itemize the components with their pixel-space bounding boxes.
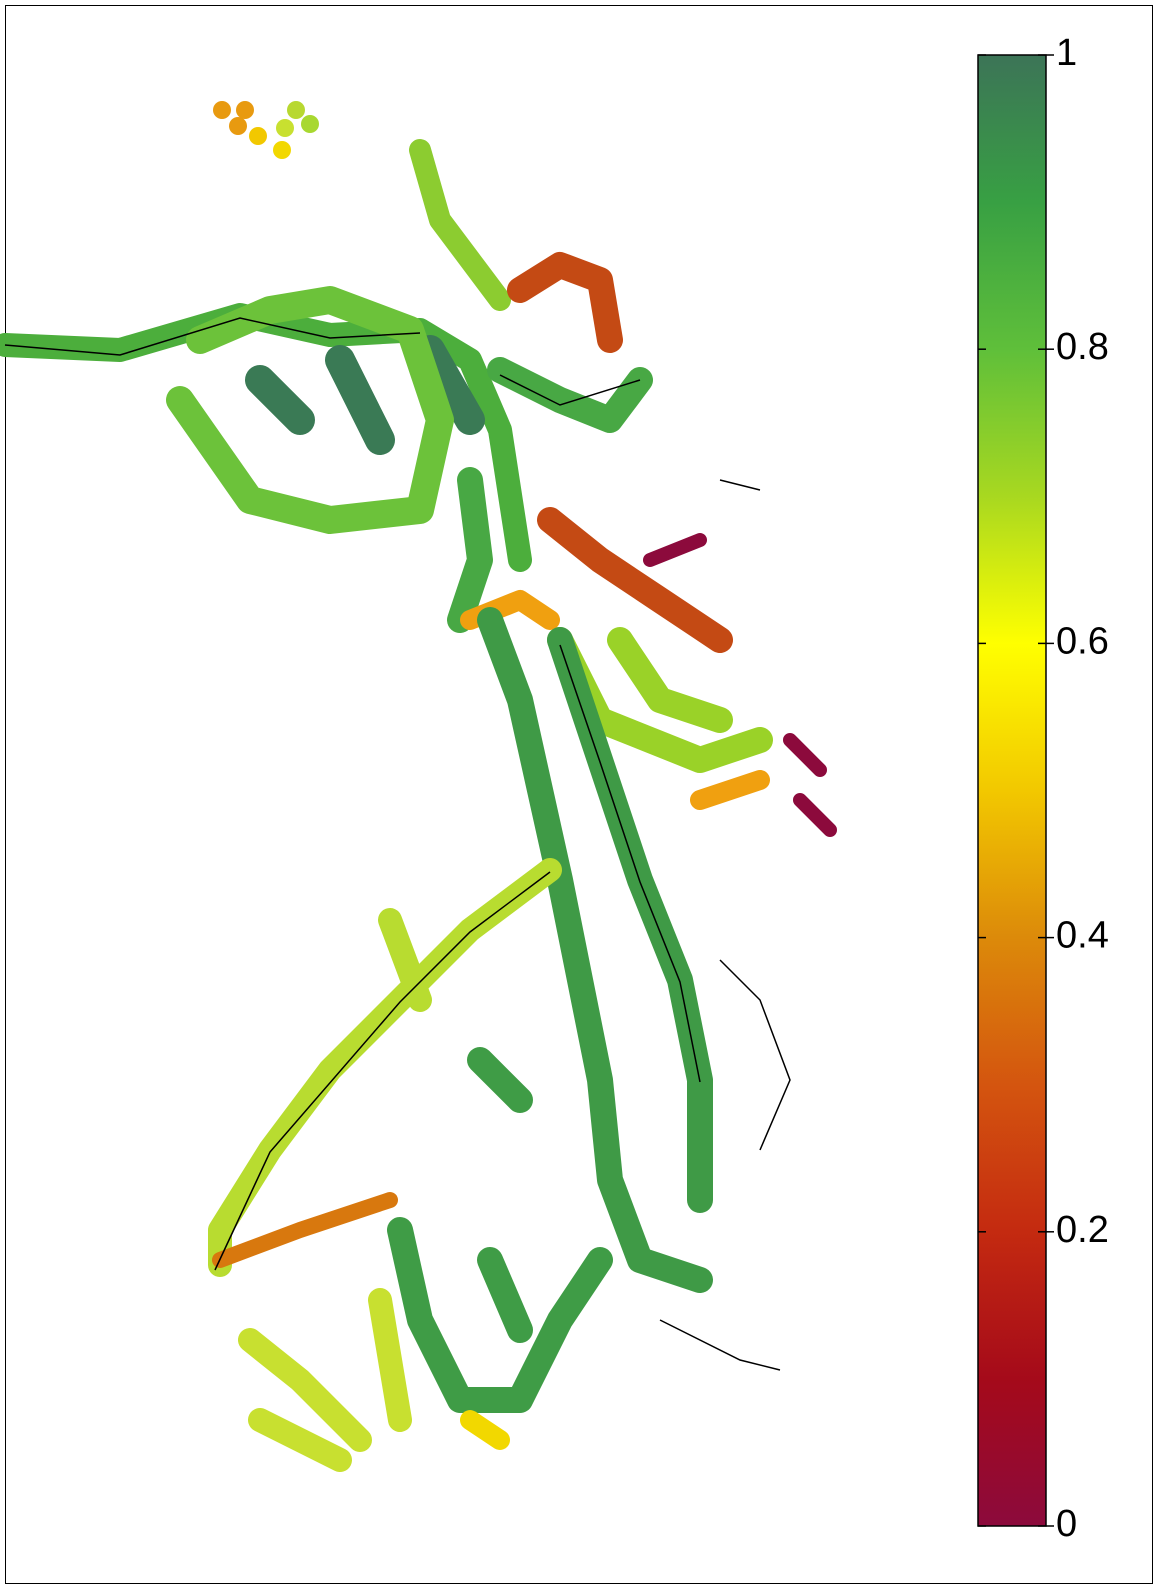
south-inlets: [238, 1288, 412, 1472]
river-mouths: [643, 533, 837, 837]
canal-arm: [212, 1192, 398, 1268]
tick-label: 0.6: [1056, 620, 1109, 662]
tick-label: 0: [1056, 1503, 1077, 1545]
south-sound: [387, 1047, 613, 1413]
tick-label: 0.2: [1056, 1209, 1109, 1251]
north-east: [447, 357, 653, 633]
map: [0, 101, 837, 1472]
tick-label: 1: [1056, 32, 1077, 74]
inlets: [245, 335, 485, 455]
colorbar: 0 0.2 0.4 0.6 0.8 1: [977, 32, 1109, 1545]
islands-mid: [166, 286, 454, 534]
islands-top: [213, 101, 319, 159]
river-deltas: [507, 252, 733, 653]
colorbar-scale: [977, 54, 1047, 1527]
north-channel: [409, 139, 511, 311]
south-tip: [460, 1410, 510, 1450]
tick-label: 0.4: [1056, 915, 1109, 957]
tick-label: 0.8: [1056, 326, 1109, 368]
strait: [0, 303, 532, 572]
coastline: [4, 317, 791, 1371]
